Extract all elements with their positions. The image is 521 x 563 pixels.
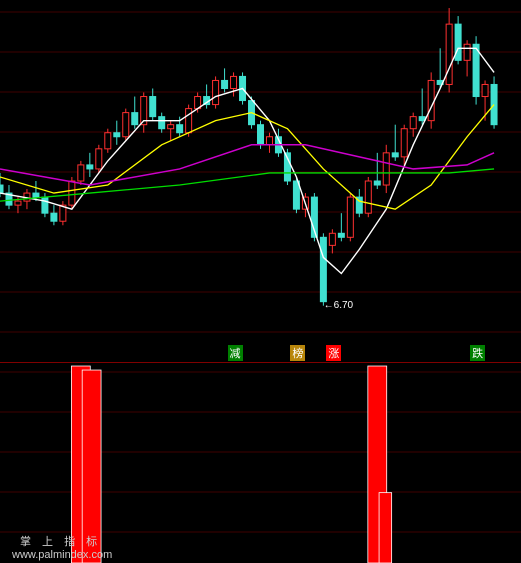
low-price-arrow-label: ←6.70 (324, 300, 353, 311)
main-chart-panel (0, 0, 521, 362)
candlestick-chart[interactable] (0, 0, 521, 362)
indicator-label-row: 减榜涨跌 (0, 345, 521, 361)
indicator-label: 减 (228, 345, 243, 361)
indicator-label: 榜 (290, 345, 305, 361)
watermark-url: www.palmindex.com (12, 549, 112, 561)
indicator-label: 跌 (470, 345, 485, 361)
watermark-title: 掌 上 指 标 (20, 533, 101, 549)
indicator-label: 涨 (326, 345, 341, 361)
